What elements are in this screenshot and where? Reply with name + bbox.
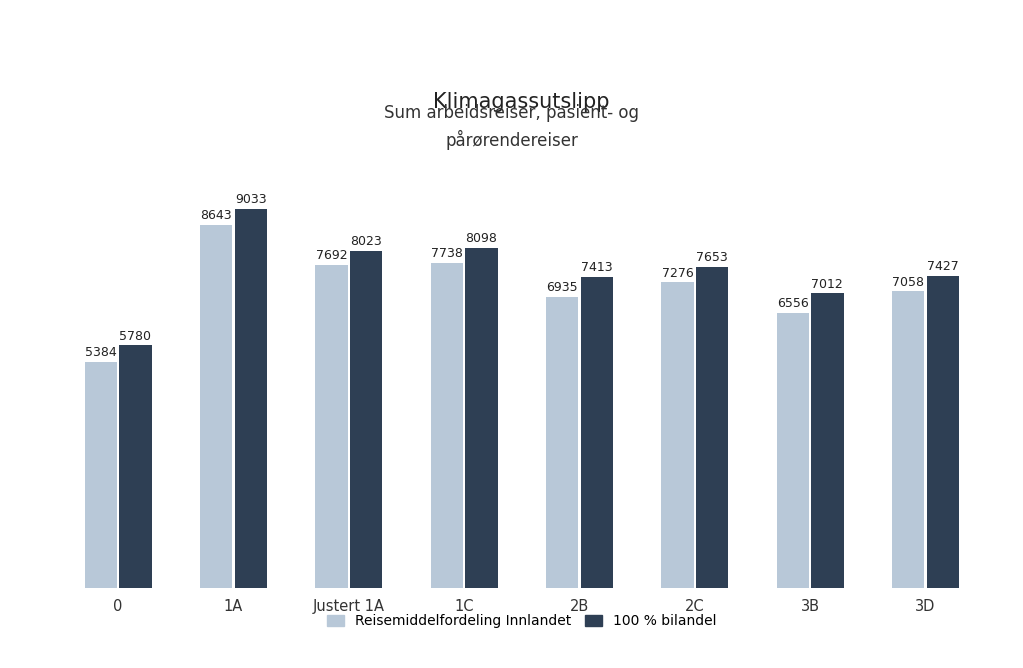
Text: 8643: 8643 xyxy=(201,209,232,222)
Bar xyxy=(315,265,348,588)
Bar xyxy=(892,291,924,588)
Text: 7413: 7413 xyxy=(581,261,613,274)
Title: Klimagassutslipp: Klimagassutslipp xyxy=(434,92,610,112)
Bar xyxy=(927,276,959,588)
Text: 6935: 6935 xyxy=(546,281,578,294)
Text: 7692: 7692 xyxy=(316,249,347,263)
Bar xyxy=(696,267,728,588)
Bar xyxy=(234,208,267,588)
Text: 7058: 7058 xyxy=(892,276,924,289)
Text: 7738: 7738 xyxy=(431,247,462,261)
Bar xyxy=(431,263,463,588)
Text: 7653: 7653 xyxy=(696,251,728,264)
Bar xyxy=(350,251,383,588)
Bar xyxy=(85,362,117,588)
Bar xyxy=(199,225,232,588)
Text: 5384: 5384 xyxy=(85,346,117,359)
Text: 8023: 8023 xyxy=(350,235,382,248)
Text: 7276: 7276 xyxy=(662,267,694,280)
Text: 7427: 7427 xyxy=(927,261,959,273)
Text: Sum arbeidsreiser, pasient- og
pårørendereiser: Sum arbeidsreiser, pasient- og pårørende… xyxy=(384,104,639,150)
Bar xyxy=(776,313,809,588)
Text: 7012: 7012 xyxy=(811,278,843,291)
Text: 8098: 8098 xyxy=(465,232,497,245)
Bar xyxy=(120,345,151,588)
Bar xyxy=(580,277,613,588)
Text: 5780: 5780 xyxy=(120,329,151,343)
Text: 9033: 9033 xyxy=(235,193,267,206)
Bar xyxy=(661,283,694,588)
Text: 6556: 6556 xyxy=(776,297,808,310)
Bar xyxy=(811,293,844,588)
Bar xyxy=(546,297,578,588)
Bar xyxy=(465,248,497,588)
Legend: Reisemiddelfordeling Innlandet, 100 % bilandel: Reisemiddelfordeling Innlandet, 100 % bi… xyxy=(321,609,722,634)
